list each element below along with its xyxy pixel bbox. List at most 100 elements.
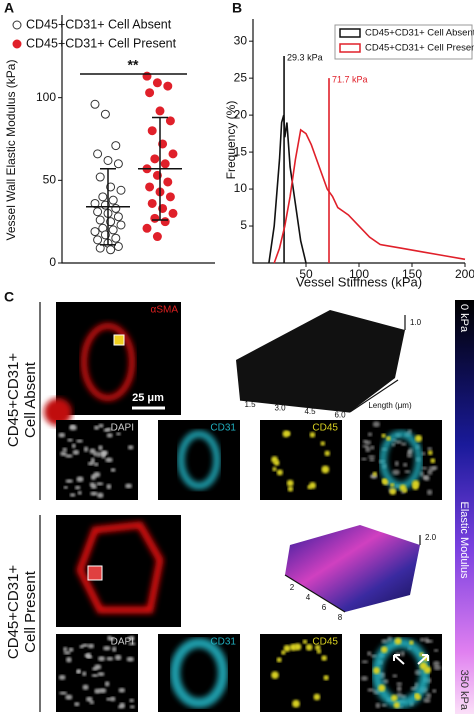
cd45-spot	[285, 431, 291, 436]
data-point	[111, 141, 121, 151]
cd45-spot	[389, 488, 397, 495]
channel-label: CD31	[210, 423, 236, 434]
data-point	[165, 192, 175, 202]
nucleus	[83, 446, 89, 453]
roi-box	[87, 565, 103, 581]
nucleus	[432, 660, 440, 667]
surface-axis	[349, 379, 399, 413]
nucleus	[68, 647, 74, 652]
cd45-spot	[305, 643, 313, 651]
nucleus	[86, 655, 93, 659]
y-tick-label: 30	[234, 33, 248, 47]
data-point	[98, 192, 108, 202]
nucleus	[70, 425, 75, 429]
data-point	[116, 220, 126, 230]
nucleus	[104, 681, 110, 687]
cd45-spot	[414, 693, 419, 698]
nucleus	[96, 451, 102, 458]
legend-label: CD45+CD31+ Cell Absent	[365, 28, 474, 39]
colorbar	[455, 300, 474, 714]
data-point	[142, 223, 152, 233]
data-point	[113, 241, 123, 251]
nucleus	[433, 648, 439, 652]
nucleus	[98, 423, 104, 428]
nucleus	[66, 656, 72, 663]
vessel-ring	[81, 323, 135, 401]
nucleus	[74, 485, 81, 490]
cd45-spot	[314, 644, 321, 651]
nucleus	[106, 656, 114, 661]
nucleus	[63, 485, 68, 490]
nucleus	[90, 491, 98, 496]
panel-label: B	[232, 0, 242, 16]
nucleus	[79, 644, 84, 649]
nucleus	[103, 428, 109, 432]
nucleus	[391, 442, 396, 447]
nucleus	[62, 447, 68, 452]
x-tick-label: 100	[349, 267, 369, 281]
nucleus	[69, 493, 76, 497]
cd45-spot	[378, 684, 386, 692]
surface-axis	[239, 399, 351, 413]
nucleus	[404, 469, 411, 474]
nucleus	[96, 482, 104, 486]
nucleus	[114, 654, 122, 661]
cd45-spot	[412, 480, 420, 488]
nucleus	[89, 700, 95, 705]
surface-tick: 1.0	[410, 318, 422, 327]
nucleus	[382, 679, 389, 684]
nucleus	[421, 451, 426, 456]
nucleus	[93, 471, 101, 478]
legend-swatch	[339, 43, 361, 53]
surface-tick: 4	[306, 593, 311, 602]
data-point	[111, 233, 121, 243]
data-point	[93, 235, 103, 245]
nucleus	[423, 475, 430, 481]
nucleus	[85, 696, 93, 702]
nucleus	[90, 484, 97, 490]
data-point	[163, 81, 173, 91]
cd45-spot	[292, 699, 300, 708]
nucleus	[367, 432, 373, 437]
nucleus	[367, 688, 375, 692]
nucleus	[427, 446, 433, 451]
data-point	[152, 78, 162, 88]
nucleus	[394, 460, 399, 467]
channel-image	[56, 420, 138, 500]
data-point	[113, 159, 123, 169]
nucleus	[76, 670, 81, 674]
data-point	[100, 109, 110, 119]
data-point	[168, 208, 178, 218]
legend-swatch	[339, 28, 361, 38]
nucleus	[408, 447, 414, 454]
nucleus	[128, 642, 136, 646]
colorbar-max: 350 kPa	[458, 670, 470, 711]
cd45-spot	[280, 650, 286, 655]
cd45-spot	[386, 436, 391, 441]
nucleus	[82, 671, 87, 677]
surface-tick: 1.5	[244, 400, 256, 409]
nucleus	[58, 432, 66, 438]
surface-axis	[284, 574, 346, 613]
colorbar-title: Elastic Modulus	[458, 501, 470, 579]
cd45-spot	[373, 667, 380, 674]
nucleus	[396, 692, 403, 699]
nucleus	[370, 445, 375, 450]
cd45-spot	[321, 655, 327, 661]
nucleus	[381, 703, 388, 708]
row-label: CD45+CD31+	[5, 565, 22, 659]
data-point	[103, 155, 113, 165]
stain-label: αSMA	[151, 305, 179, 316]
significance-label: **	[128, 57, 139, 73]
nucleus	[67, 438, 73, 442]
channel-label: CD45	[312, 637, 338, 648]
data-point	[93, 207, 103, 217]
y-tick-label: 10	[234, 181, 248, 195]
cd45-spot	[390, 694, 398, 702]
nucleus	[102, 645, 111, 651]
cd45-spot	[309, 482, 317, 489]
data-point	[111, 203, 121, 213]
cd45-spot	[381, 478, 387, 484]
nucleus	[366, 651, 372, 656]
legend-box	[334, 24, 473, 60]
